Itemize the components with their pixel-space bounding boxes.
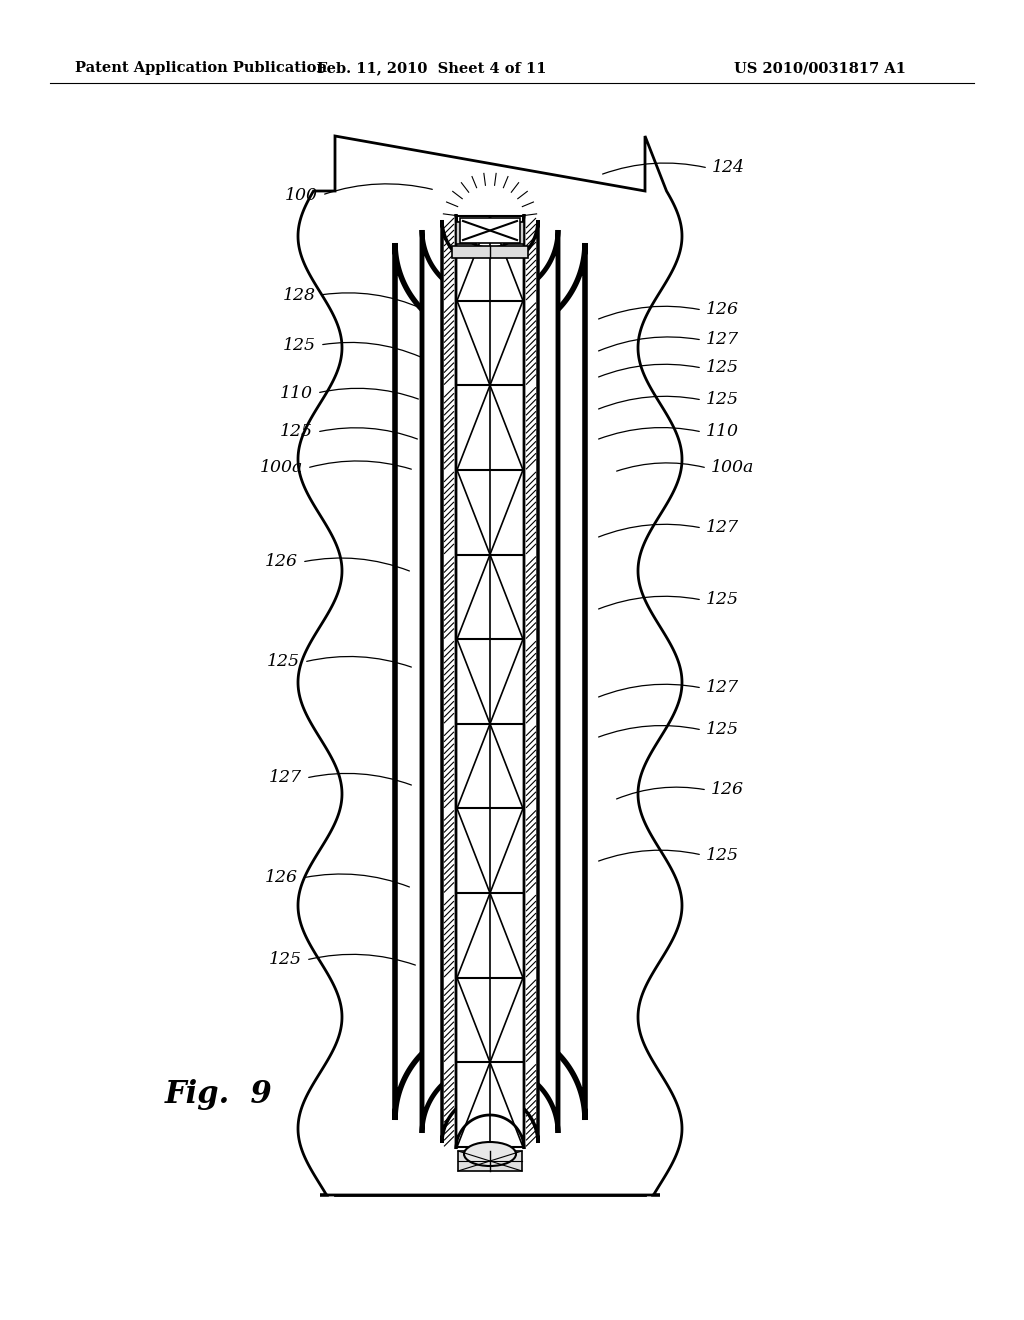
Text: 100a: 100a	[711, 459, 755, 477]
Polygon shape	[460, 218, 520, 243]
Text: 100: 100	[285, 186, 318, 203]
Text: 125: 125	[706, 722, 739, 738]
Text: 125: 125	[280, 424, 313, 441]
Text: 125: 125	[267, 653, 300, 671]
Polygon shape	[298, 136, 682, 1195]
Text: 100a: 100a	[260, 459, 303, 477]
Text: Patent Application Publication: Patent Application Publication	[75, 61, 327, 75]
Text: 126: 126	[711, 781, 744, 799]
Text: US 2010/0031817 A1: US 2010/0031817 A1	[734, 61, 906, 75]
Text: Feb. 11, 2010  Sheet 4 of 11: Feb. 11, 2010 Sheet 4 of 11	[317, 61, 547, 75]
Text: 124: 124	[712, 160, 745, 177]
Text: 127: 127	[706, 520, 739, 536]
Polygon shape	[456, 214, 524, 1148]
Polygon shape	[458, 1151, 522, 1171]
Text: 126: 126	[265, 870, 298, 887]
Text: 125: 125	[706, 359, 739, 376]
Text: 125: 125	[269, 952, 302, 969]
Polygon shape	[422, 230, 558, 1133]
Text: 127: 127	[706, 680, 739, 697]
Polygon shape	[456, 222, 476, 244]
Text: 125: 125	[706, 392, 739, 408]
Text: 125: 125	[283, 337, 316, 354]
Text: 127: 127	[706, 331, 739, 348]
Text: 110: 110	[280, 384, 313, 401]
Text: 125: 125	[706, 591, 739, 609]
Polygon shape	[452, 246, 528, 257]
Text: 125: 125	[706, 846, 739, 863]
Polygon shape	[442, 220, 538, 1143]
Text: 126: 126	[265, 553, 298, 570]
Text: Fig.  9: Fig. 9	[165, 1080, 272, 1110]
Ellipse shape	[464, 1142, 516, 1166]
Polygon shape	[395, 243, 585, 1119]
Text: 127: 127	[269, 770, 302, 787]
Polygon shape	[504, 222, 524, 244]
Text: 126: 126	[706, 301, 739, 318]
Text: 128: 128	[283, 286, 316, 304]
Text: 110: 110	[706, 424, 739, 441]
